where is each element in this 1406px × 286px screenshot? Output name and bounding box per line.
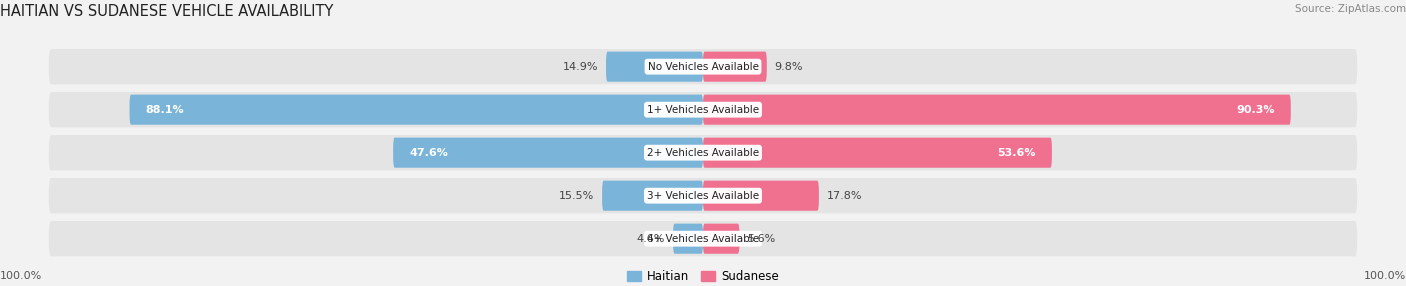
- Text: 5.6%: 5.6%: [747, 234, 776, 244]
- Text: 4.6%: 4.6%: [637, 234, 665, 244]
- Text: Source: ZipAtlas.com: Source: ZipAtlas.com: [1295, 4, 1406, 14]
- Text: 14.9%: 14.9%: [562, 62, 598, 72]
- Text: 17.8%: 17.8%: [827, 191, 862, 201]
- FancyBboxPatch shape: [394, 138, 703, 168]
- Text: 3+ Vehicles Available: 3+ Vehicles Available: [647, 191, 759, 201]
- FancyBboxPatch shape: [49, 178, 1357, 213]
- FancyBboxPatch shape: [703, 95, 1291, 125]
- FancyBboxPatch shape: [703, 181, 818, 211]
- Text: 53.6%: 53.6%: [997, 148, 1036, 158]
- FancyBboxPatch shape: [49, 135, 1357, 170]
- Text: 47.6%: 47.6%: [409, 148, 449, 158]
- Text: 100.0%: 100.0%: [0, 271, 42, 281]
- Text: HAITIAN VS SUDANESE VEHICLE AVAILABILITY: HAITIAN VS SUDANESE VEHICLE AVAILABILITY: [0, 4, 333, 19]
- Text: 4+ Vehicles Available: 4+ Vehicles Available: [647, 234, 759, 244]
- FancyBboxPatch shape: [703, 224, 740, 254]
- FancyBboxPatch shape: [49, 221, 1357, 256]
- Text: 9.8%: 9.8%: [775, 62, 803, 72]
- FancyBboxPatch shape: [673, 224, 703, 254]
- Text: 100.0%: 100.0%: [1364, 271, 1406, 281]
- FancyBboxPatch shape: [49, 49, 1357, 84]
- Text: No Vehicles Available: No Vehicles Available: [648, 62, 758, 72]
- Text: 90.3%: 90.3%: [1236, 105, 1274, 115]
- FancyBboxPatch shape: [49, 92, 1357, 127]
- FancyBboxPatch shape: [703, 138, 1052, 168]
- Text: 1+ Vehicles Available: 1+ Vehicles Available: [647, 105, 759, 115]
- Legend: Haitian, Sudanese: Haitian, Sudanese: [627, 270, 779, 283]
- FancyBboxPatch shape: [129, 95, 703, 125]
- Text: 15.5%: 15.5%: [560, 191, 595, 201]
- FancyBboxPatch shape: [703, 51, 766, 82]
- FancyBboxPatch shape: [606, 51, 703, 82]
- Text: 2+ Vehicles Available: 2+ Vehicles Available: [647, 148, 759, 158]
- FancyBboxPatch shape: [602, 181, 703, 211]
- Text: 88.1%: 88.1%: [146, 105, 184, 115]
